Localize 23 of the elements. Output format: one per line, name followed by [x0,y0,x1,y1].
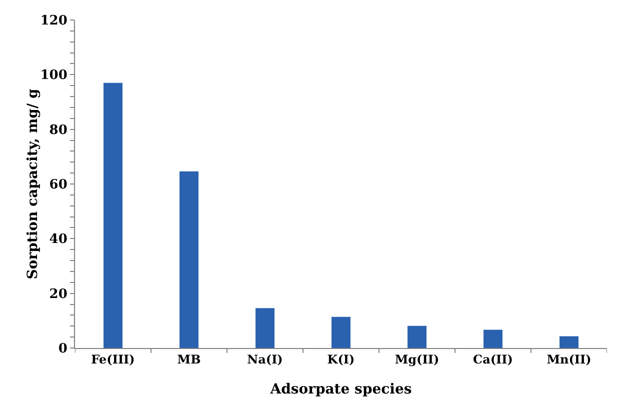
x-tick-label: K(I) [327,352,355,366]
x-tick-label: Fe(III) [91,352,135,366]
bar [104,82,122,348]
y-tick-label: 0 [58,342,68,357]
bar [256,308,274,348]
x-tick-label: Ca(II) [473,352,513,366]
y-tick-label: 100 [40,68,68,84]
bar [560,336,578,348]
bar [332,316,350,348]
y-tick-label: 120 [40,14,68,29]
x-tick-label: Mn(II) [546,352,592,366]
y-tick-label: 40 [49,232,68,248]
x-axis-title: Adsorpate species [269,382,412,398]
x-tick-label: Mg(II) [394,352,440,366]
y-tick-label: 80 [49,122,68,138]
y-tick-label: 60 [49,178,68,193]
y-tick-label: 20 [49,286,68,302]
x-tick-label: Na(I) [247,352,283,366]
bar [484,330,502,348]
bar [180,171,198,348]
y-axis-title: Sorption capacity, mg/ g [25,88,41,280]
bar [408,326,426,348]
x-tick-label: MB [177,352,201,366]
